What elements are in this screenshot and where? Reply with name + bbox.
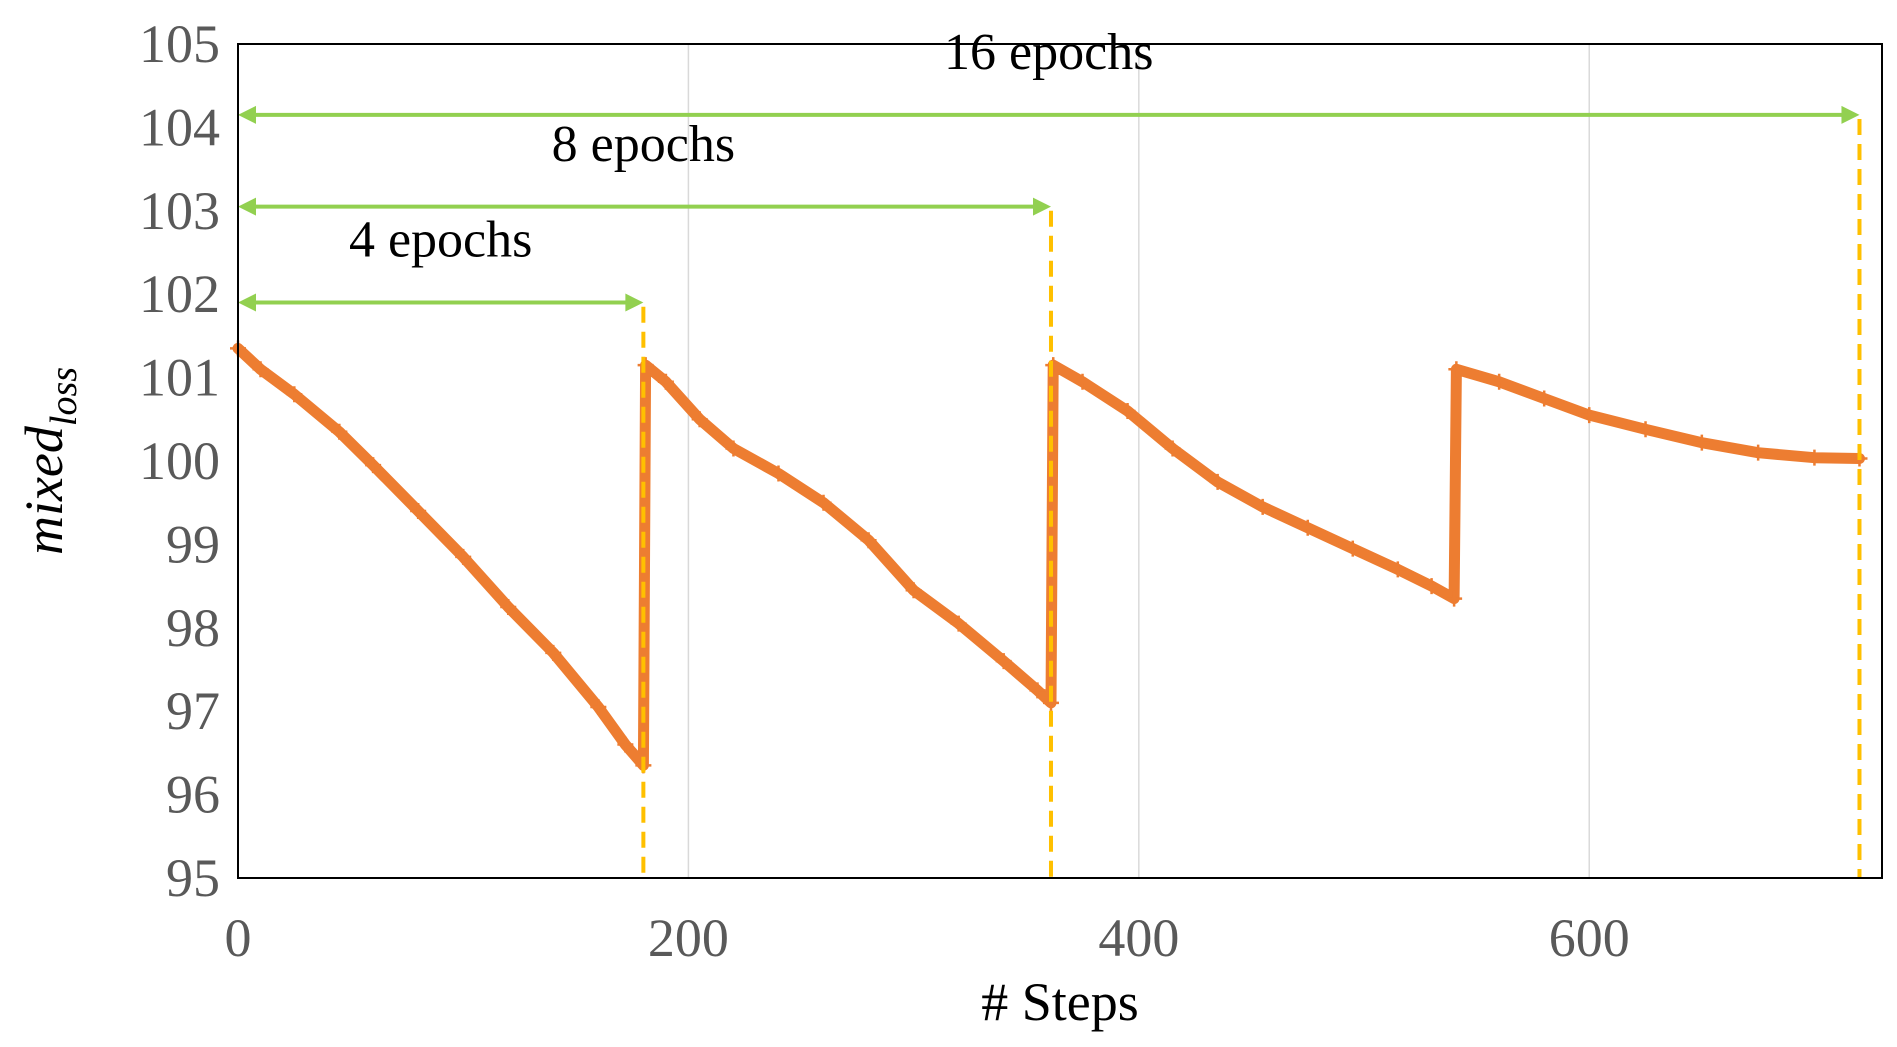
series-0-point-7 [500,598,517,615]
y-axis-title-main: mixed [14,425,74,555]
series-0-point-38 [1581,407,1598,424]
span-0-label: 4 epochs [349,212,532,269]
y-tick-labels: 95 96 97 98 99 100 101 102 103 104 105 [139,14,220,908]
span-1-arrow-right [1032,197,1051,216]
series-0-point-17 [815,494,832,511]
x-tick-0: 0 [225,908,252,968]
series-layer [230,340,1868,774]
series-0-point-21 [995,653,1012,670]
series-0-point-36 [1491,373,1508,390]
series-0-point-3 [331,423,348,440]
gridlines [687,44,1590,878]
y-tick-98: 98 [166,598,220,658]
series-0-point-31 [1344,540,1361,557]
series-0-point-15 [725,440,742,457]
series-0-point-30 [1299,519,1316,536]
series-0-point-22 [1029,682,1046,699]
epoch-boundary-markers [641,119,1862,878]
series-0-point-4 [365,457,382,474]
x-tick-200: 200 [648,908,729,968]
y-tick-99: 99 [166,514,220,574]
series-0-point-6 [455,548,472,565]
series-0-point-5 [410,503,427,520]
series-0-point-39 [1637,421,1654,438]
series-0-point-34 [1446,590,1463,607]
series-0-point-25 [1074,373,1091,390]
span-0-arrow-left [238,293,256,312]
span-1-arrow-left [238,197,256,216]
series-0-point-2 [286,386,303,403]
series-0-point-13 [657,373,674,390]
series-0-point-37 [1536,390,1553,407]
x-axis-title: # Steps [981,972,1139,1032]
y-axis-title: mixedloss [14,367,85,555]
y-tick-97: 97 [166,681,220,741]
y-tick-103: 103 [139,181,220,241]
y-tick-95: 95 [166,848,220,908]
series-0-point-42 [1806,449,1823,466]
x-tick-600: 600 [1549,908,1630,968]
series-0-point-9 [590,699,607,716]
series-0-point-12 [637,357,654,374]
y-axis-title-subscript: loss [43,367,85,426]
series-0-point-24 [1045,357,1062,374]
series-0-point-35 [1448,361,1465,378]
y-tick-100: 100 [139,431,220,491]
series-0-point-10 [617,736,634,753]
plot-frame [237,43,1883,879]
y-tick-101: 101 [139,348,220,408]
span-0-arrow-right [625,293,644,312]
series-0-point-40 [1693,434,1710,451]
series-0-point-20 [950,615,967,632]
series-0-point-1 [252,361,269,378]
span-2-arrow-right [1841,105,1860,124]
y-tick-105: 105 [139,14,220,74]
y-tick-102: 102 [139,264,220,324]
y-tick-96: 96 [166,765,220,825]
series-0-point-27 [1164,440,1181,457]
series-0-point-26 [1119,402,1136,419]
series-0-line [232,342,1865,771]
series-0-point-14 [691,411,708,428]
series-0-point-8 [545,644,562,661]
series-0-point-16 [770,465,787,482]
series-0-point-18 [860,532,877,549]
series-0-point-32 [1389,561,1406,578]
series-0-point-33 [1423,578,1440,595]
x-tick-labels: 0 200 400 600 [225,908,1630,968]
x-tick-400: 400 [1098,908,1179,968]
series-0-point-19 [905,582,922,599]
series-0-point-29 [1254,498,1271,515]
epoch-span-annotations: 4 epochs 8 epochs 16 epochs [238,24,1860,312]
series-0-point-28 [1209,473,1226,490]
series-0-point-41 [1750,444,1767,461]
span-1-label: 8 epochs [552,116,735,173]
span-2-label: 16 epochs [944,24,1153,81]
span-2-arrow-left [238,105,256,124]
y-tick-104: 104 [139,97,220,157]
